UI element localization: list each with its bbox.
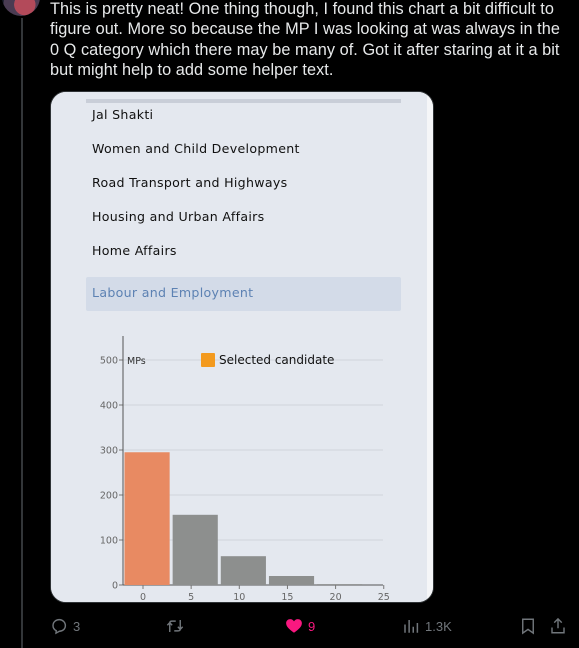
ministry-list: Jal Shakti Women and Child Development R… [86,104,401,311]
like-count: 9 [308,618,316,634]
x-tick-label: 15 [281,592,293,603]
media-panel: Jal Shakti Women and Child Development R… [51,92,427,603]
bookmark-icon [522,618,534,635]
retweet-icon [166,620,184,632]
panel-divider [86,99,401,103]
ministry-item-labour-selected[interactable]: Labour and Employment [86,277,401,311]
ministry-item-women-child[interactable]: Women and Child Development [92,141,300,156]
share-icon [551,617,565,634]
tweet-actions: 3 9 1.3K [0,614,579,638]
y-tick-label: 500 [100,356,118,367]
y-axis-label: MPs [127,356,146,367]
retweet-button[interactable] [165,614,190,638]
ministry-item-jal-shakti[interactable]: Jal Shakti [92,107,154,122]
x-tick-label: 20 [330,592,342,603]
histogram-bar [317,584,363,585]
tweet-media-image[interactable]: Jal Shakti Women and Child Development R… [50,91,434,603]
y-tick-label: 400 [100,401,118,412]
histogram-bar [220,556,266,585]
reply-count: 3 [73,618,81,634]
heart-icon [286,619,302,633]
views-button[interactable]: 1.3K [402,614,452,638]
histogram-bar [268,576,315,585]
legend-label: Selected candidate [219,353,334,367]
reply-button[interactable]: 3 [50,614,80,638]
histogram-chart: 0 100 200 300 400 500 0 5 10 15 20 25 MPs Selected ca… [100,336,390,603]
x-tick-label: 10 [233,592,245,603]
x-tick-label: 5 [188,592,194,603]
thread-line [21,18,23,648]
x-tick-label: 25 [378,592,390,603]
y-tick-label: 0 [112,581,118,592]
histogram-bar [172,514,218,585]
y-tick-label: 300 [100,446,118,457]
views-count: 1.3K [425,618,452,634]
tweet-text: This is pretty neat! One thing though, I… [50,0,560,80]
ministry-item-home-affairs[interactable]: Home Affairs [92,243,177,258]
share-button[interactable] [549,614,567,638]
histogram-bar-selected [124,452,170,585]
x-tick-label: 0 [140,592,146,603]
bookmark-button[interactable] [519,614,537,638]
avatar[interactable] [2,0,40,16]
like-button[interactable]: 9 [285,614,315,638]
ministry-item-road-transport[interactable]: Road Transport and Highways [92,175,288,190]
y-tick-label: 200 [100,491,118,502]
y-tick-label: 100 [100,536,118,547]
legend-swatch [201,353,215,367]
panel-edge [427,92,433,602]
reply-icon [52,618,67,635]
analytics-icon [404,620,419,633]
ministry-item-housing[interactable]: Housing and Urban Affairs [92,209,265,224]
